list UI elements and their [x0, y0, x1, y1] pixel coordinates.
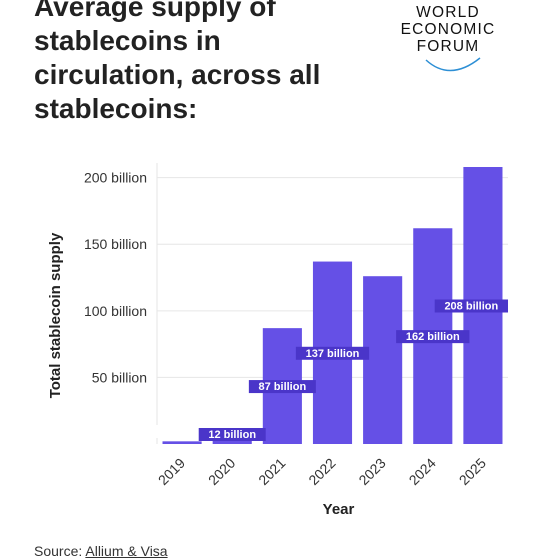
data-label: 208 billion — [444, 301, 498, 313]
x-tick-label: 2022 — [305, 455, 338, 488]
data-label-bg — [396, 330, 470, 344]
source-prefix: Source: — [34, 543, 86, 559]
data-label: 2 billion — [161, 426, 203, 438]
bar — [363, 276, 403, 444]
bar-chart: 50 billion 100 billion 150 billion 200 bill… — [47, 163, 508, 518]
logo-line-2: ECONOMIC — [400, 21, 496, 38]
data-label: 137 billion — [306, 348, 360, 360]
x-axis-title: Year — [323, 501, 355, 518]
y-tick-label: 50 billion — [92, 369, 147, 385]
x-tick-label: 2019 — [155, 455, 188, 488]
wef-logo: WORLD ECONOMIC FORUM — [388, 4, 508, 74]
data-label-bg — [151, 425, 213, 438]
data-label-bg — [198, 428, 266, 441]
data-label: 12 billion — [208, 429, 256, 441]
x-tick-label: 2023 — [355, 455, 388, 488]
logo-arc-icon — [425, 57, 481, 72]
y-tick-label: 150 billion — [84, 236, 147, 252]
y-tick-label: 200 billion — [84, 170, 147, 186]
data-label-bg — [434, 299, 508, 313]
logo-line-1: WORLD — [416, 4, 480, 21]
bar — [162, 441, 202, 444]
data-label-bg — [248, 380, 316, 394]
y-axis-title: Total stablecoin supply — [47, 232, 64, 398]
data-label: 162 billion — [406, 331, 460, 343]
chart-title: Average supply of stablecoins in circula… — [34, 0, 321, 124]
source-note: Source: Allium & Visa — [34, 543, 168, 559]
data-label-bg — [295, 346, 370, 360]
x-tick-label: 2021 — [255, 455, 288, 488]
x-tick-label: 2020 — [205, 455, 238, 488]
logo-line-3: FORUM — [416, 38, 480, 55]
y-tick-label: 100 billion — [84, 303, 147, 319]
x-tick-label: 2024 — [406, 455, 439, 488]
data-label: 87 billion — [259, 381, 307, 393]
x-tick-label: 2025 — [456, 455, 489, 488]
source-link[interactable]: Allium & Visa — [85, 543, 168, 559]
